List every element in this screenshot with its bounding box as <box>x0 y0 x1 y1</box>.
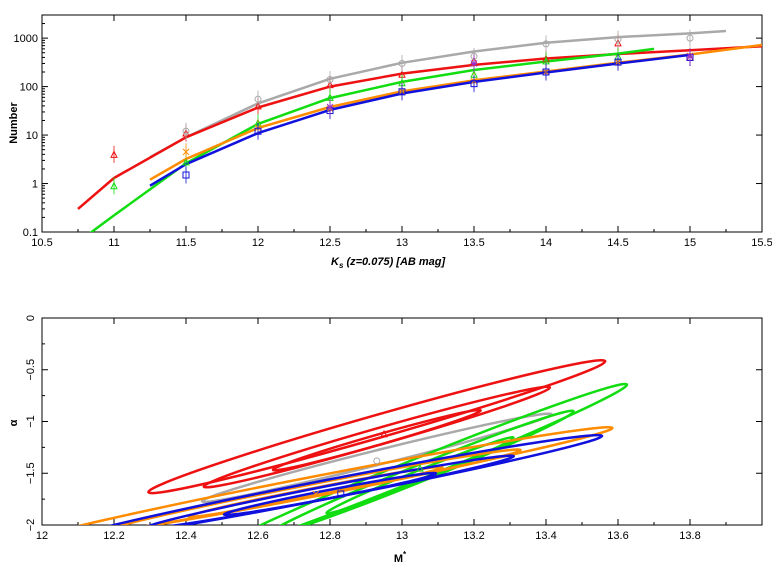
bottom-x-tick-label: 13.4 <box>535 530 556 542</box>
top-data-point <box>470 60 478 67</box>
top-x-tick-label: 10.5 <box>31 237 52 249</box>
top-x-tick-label: 15 <box>684 237 696 249</box>
top-data-point <box>182 148 190 156</box>
top-data-point <box>110 181 118 190</box>
top-data-point <box>542 68 550 76</box>
top-x-tick-label: 12 <box>252 237 264 249</box>
bottom-x-tick-label: 13.8 <box>679 530 700 542</box>
top-y-tick-label: 0.1 <box>23 227 38 239</box>
best-fit-marker-2 <box>416 463 424 472</box>
top-ticks: 10.5 11 11.5 12 12.5 13 13.5 14 14.5 15 15.5 0.1 1 10… <box>14 15 772 249</box>
top-data-point <box>542 40 550 48</box>
bottom-x-axis-title-main: M <box>394 553 403 565</box>
top-y-tick-label: 1 <box>32 179 38 191</box>
top-data-point <box>254 95 262 103</box>
top-x-tick-label: 14.5 <box>607 237 628 249</box>
bottom-x-axis-title-sup: * <box>403 550 407 559</box>
bottom-ticks: 12 12.2 12.4 12.6 12.8 13 13.2 13.4 13.6 13.8 −2 −1… <box>25 315 762 542</box>
top-x-tick-label: 13 <box>396 237 408 249</box>
bottom-centers <box>312 429 424 498</box>
top-plot-frame <box>41 14 763 233</box>
bottom-y-tick-label: −0.5 <box>25 359 37 381</box>
top-data-point <box>686 53 694 60</box>
top-y-tick-label: 100 <box>20 82 38 94</box>
top-data-point <box>182 171 190 179</box>
top-data-point <box>398 59 406 67</box>
top-x-axis-title-main: K <box>331 256 340 268</box>
confidence-ellipse-0 <box>147 359 607 495</box>
top-x-tick-label: 12.5 <box>319 237 340 249</box>
bottom-y-tick-label: −1.5 <box>25 462 37 484</box>
top-x-axis-title-sub: s <box>339 261 344 270</box>
top-points <box>110 29 694 195</box>
top-x-tick-label: 15.5 <box>751 237 772 249</box>
top-data-point <box>182 127 190 135</box>
top-y-tick-label: 1000 <box>14 33 38 45</box>
top-x-tick-label: 11.5 <box>176 237 197 249</box>
bottom-x-tick-label: 13 <box>396 530 408 542</box>
top-series-line-4 <box>149 53 691 187</box>
top-data-point <box>326 76 334 84</box>
bottom-y-tick-label: −1 <box>25 415 37 428</box>
bottom-x-tick-label: 12.8 <box>319 530 340 542</box>
best-fit-marker-3 <box>312 490 319 498</box>
top-x-axis-title: Ks (z=0.075) [AB mag] <box>331 256 446 270</box>
top-series <box>77 29 762 232</box>
top-data-point <box>614 58 622 66</box>
top-x-tick-label: 11 <box>108 237 119 249</box>
top-data-point <box>254 101 262 110</box>
bottom-chart: 12 12.2 12.4 12.6 12.8 13 13.2 13.4 13.6 13.8 −2 −1… <box>8 315 763 565</box>
best-fit-marker-4 <box>337 490 345 498</box>
top-data-point <box>470 80 478 88</box>
top-series-line-1 <box>77 44 762 210</box>
top-data-point <box>254 127 262 135</box>
bottom-y-tick-label: 0 <box>25 315 37 321</box>
bottom-x-tick-label: 13.2 <box>463 530 484 542</box>
confidence-ellipse-12 <box>222 471 438 517</box>
best-fit-marker-1 <box>373 457 381 465</box>
bottom-x-tick-label: 12.2 <box>103 530 124 542</box>
top-data-point <box>398 88 406 96</box>
bottom-y-tick-label: −2 <box>25 519 37 532</box>
top-x-tick-label: 13.5 <box>463 237 484 249</box>
top-y-tick-label: 10 <box>26 130 38 142</box>
top-series-line-2 <box>89 47 655 232</box>
top-y-axis-title: Number <box>8 102 20 144</box>
top-data-point <box>686 34 694 42</box>
bottom-x-tick-label: 12.6 <box>247 530 268 542</box>
bottom-x-axis-title: M* <box>394 550 407 565</box>
confidence-ellipse-2 <box>271 408 482 472</box>
top-data-point <box>614 35 622 43</box>
top-x-axis-title-rest: (z=0.075) [AB mag] <box>343 256 445 268</box>
best-fit-marker-0 <box>380 429 388 438</box>
bottom-x-tick-label: 12.4 <box>175 530 196 542</box>
bottom-y-axis-title: α <box>8 419 20 426</box>
top-x-tick-label: 14 <box>540 237 552 249</box>
bottom-ellipses <box>42 359 629 525</box>
top-chart: 10.5 11 11.5 12 12.5 13 13.5 14 14.5 15 15.5 0.1 1 10… <box>8 14 772 270</box>
top-data-point <box>182 157 190 166</box>
top-data-point <box>110 150 118 158</box>
bottom-x-tick-label: 12 <box>36 530 48 542</box>
top-series-line-0 <box>149 29 727 159</box>
bottom-x-tick-label: 13.6 <box>607 530 628 542</box>
top-data-point <box>326 103 334 111</box>
